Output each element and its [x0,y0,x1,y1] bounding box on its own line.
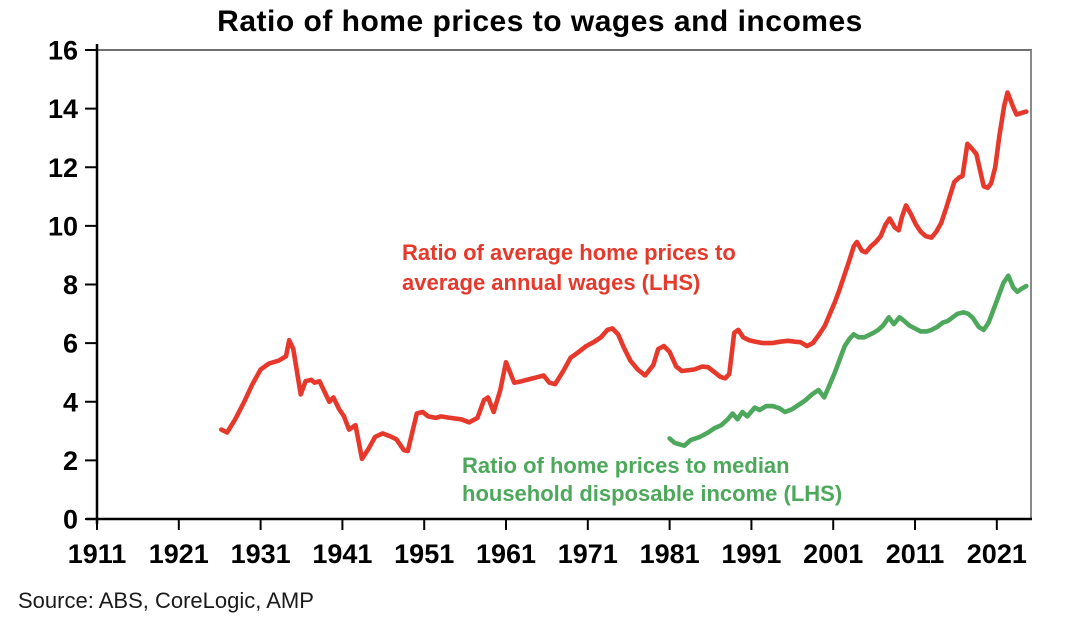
x-axis-tick-label: 1971 [558,539,618,569]
green-series-annotation: Ratio of home prices to median household… [462,452,842,508]
y-axis-tick-label: 0 [63,505,78,535]
y-axis-tick-label: 4 [63,387,78,417]
x-axis-tick-label: 1991 [721,539,781,569]
y-axis-tick-label: 12 [48,153,78,183]
x-axis-tick-label: 2021 [967,539,1027,569]
green-series-annotation-line2: household disposable income (LHS) [462,481,843,506]
x-axis-tick-label: 1911 [68,539,127,569]
x-axis-tick-label: 1981 [640,539,700,569]
x-axis-tick-label: 2001 [803,539,863,569]
x-axis-tick-label: 1931 [231,539,291,569]
chart-title: Ratio of home prices to wages and income… [217,5,863,38]
x-axis-tick-label: 1961 [476,539,536,569]
y-axis-tick-label: 16 [48,36,78,66]
x-axis-tick-label: 1921 [149,539,209,569]
y-axis-tick-label: 2 [63,446,78,476]
red-series-annotation-line1: Ratio of average home prices to [402,240,736,265]
red-series-annotation-line2: average annual wages (LHS) [402,270,701,295]
y-axis-tick-label: 10 [48,211,78,241]
green-series-line [667,273,1029,449]
x-axis-tick-label: 1941 [312,539,372,569]
y-axis-tick-label: 8 [63,270,78,300]
x-axis-tick-label: 2011 [886,539,945,569]
source-note: Source: ABS, CoreLogic, AMP [18,588,314,613]
green-series-annotation-line1: Ratio of home prices to median [462,453,790,478]
red-series-annotation: Ratio of average home prices to average … [402,238,736,298]
x-axis-tick-label: 1951 [394,539,454,569]
y-axis-tick-label: 6 [63,329,78,359]
red-series-line [219,90,1029,462]
y-axis-tick-label: 14 [48,94,78,124]
